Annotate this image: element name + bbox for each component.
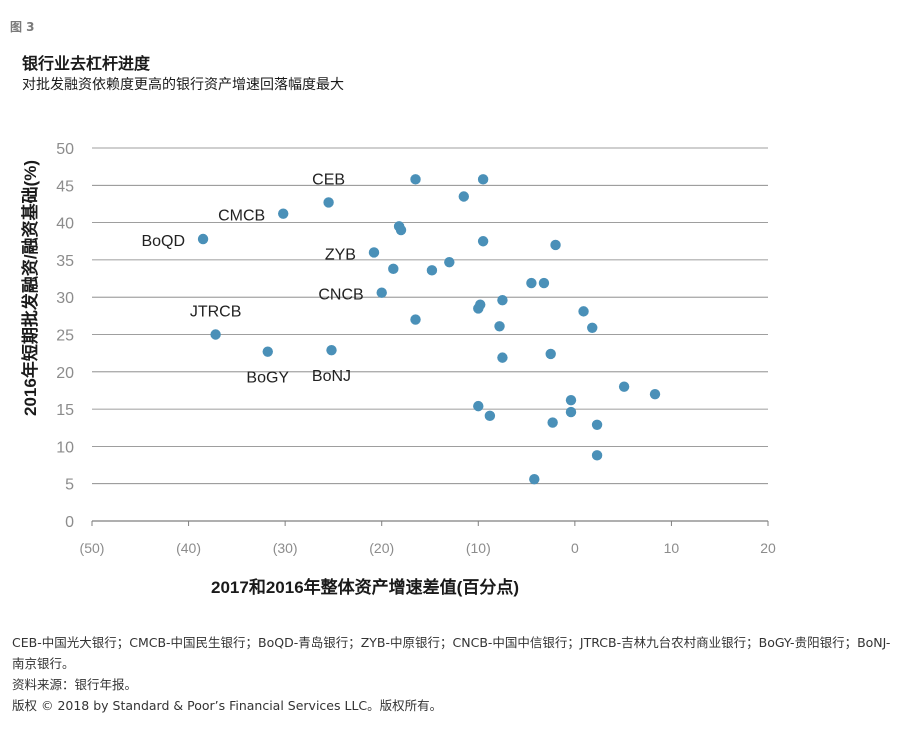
y-tick-label: 0 xyxy=(65,514,74,531)
data-point xyxy=(529,474,540,485)
chart-subtitle: 对批发融资依赖度更高的银行资产增速回落幅度最大 xyxy=(22,77,344,93)
x-tick-label: (20) xyxy=(369,540,394,556)
x-tick-labels: (50) (40) (30) (20) (10) 0 10 20 xyxy=(80,540,776,556)
point-label-boqd: BoQD xyxy=(141,233,185,250)
y-tick-label: 30 xyxy=(56,290,74,307)
x-axis-title: 2017和2016年整体资产增速差值(百分点) xyxy=(211,577,519,597)
x-tick-label: 10 xyxy=(664,540,680,556)
x-tick-label: (10) xyxy=(466,540,491,556)
data-point xyxy=(368,247,380,258)
data-point xyxy=(578,306,589,317)
y-tick-label: 20 xyxy=(56,365,74,382)
footnotes: CEB-中国光大银行；CMCB-中国民生银行；BoQD-青岛银行；ZYB-中原银… xyxy=(12,632,892,716)
scatter-chart: 0 5 10 15 20 25 30 35 40 45 50 (50) (40) (30) (20) (10… xyxy=(20,141,776,597)
data-point xyxy=(376,287,387,298)
x-tick-label: (40) xyxy=(176,540,201,556)
data-point xyxy=(278,208,289,219)
copyright-note: 版权 © 2018 by Standard & Poor’s Financial… xyxy=(12,698,443,713)
data-point xyxy=(410,314,421,325)
data-point xyxy=(547,417,558,428)
data-point xyxy=(197,233,209,245)
data-points xyxy=(197,174,661,485)
data-point xyxy=(545,348,556,360)
point-label-zyb: ZYB xyxy=(325,246,356,263)
figure-label: 图 3 xyxy=(10,20,35,34)
data-point xyxy=(591,450,603,461)
data-point xyxy=(262,346,273,357)
y-tick-label: 45 xyxy=(56,178,74,195)
data-point xyxy=(550,239,561,251)
y-tick-labels: 0 5 10 15 20 25 30 35 40 45 50 xyxy=(56,141,74,531)
data-point xyxy=(395,224,407,236)
x-tick-label: (30) xyxy=(273,540,298,556)
data-point xyxy=(494,321,505,332)
y-tick-label: 50 xyxy=(56,141,74,158)
data-point xyxy=(473,303,484,314)
data-point xyxy=(587,322,598,333)
x-tick-label: 0 xyxy=(571,540,579,556)
data-point xyxy=(484,410,496,422)
data-point xyxy=(565,406,577,418)
gridlines xyxy=(91,147,769,526)
data-point xyxy=(388,263,399,275)
data-point xyxy=(526,277,537,289)
y-tick-label: 5 xyxy=(65,477,74,494)
point-label-cncb: CNCB xyxy=(318,287,363,304)
point-label-cmcb: CMCB xyxy=(218,208,265,225)
data-point xyxy=(497,352,508,363)
y-axis-title: 2016年短期批发融资/融资基础(%) xyxy=(20,160,40,416)
x-tick-label: (50) xyxy=(80,540,105,556)
data-point xyxy=(410,174,421,185)
data-point xyxy=(477,174,489,185)
chart-title: 银行业去杠杆进度 xyxy=(22,54,151,73)
y-tick-label: 35 xyxy=(56,253,74,270)
data-point xyxy=(473,400,484,412)
data-point xyxy=(426,265,438,276)
data-point xyxy=(497,294,508,306)
data-point xyxy=(538,277,550,289)
x-tick-label: 20 xyxy=(760,540,776,556)
y-tick-label: 10 xyxy=(56,439,74,456)
y-tick-label: 15 xyxy=(56,402,74,419)
data-point xyxy=(323,197,334,208)
data-point xyxy=(591,419,603,430)
point-labels: BoQD CMCB JTRCB BoGY BoNJ CEB ZYB CNCB xyxy=(141,171,363,386)
abbreviation-note: CEB-中国光大银行；CMCB-中国民生银行；BoQD-青岛银行；ZYB-中原银… xyxy=(12,635,891,671)
y-tick-label: 25 xyxy=(56,328,74,345)
data-point xyxy=(210,329,221,340)
data-point xyxy=(477,236,489,247)
point-label-jtrcb: JTRCB xyxy=(190,304,242,321)
data-point xyxy=(326,344,337,356)
y-tick-label: 40 xyxy=(56,216,74,233)
data-point xyxy=(444,256,455,268)
data-point xyxy=(618,381,630,392)
data-point xyxy=(458,191,469,202)
source-note: 资料来源：银行年报。 xyxy=(12,677,138,692)
data-point xyxy=(565,394,577,406)
point-label-bogy: BoGY xyxy=(246,370,289,387)
point-label-bonj: BoNJ xyxy=(312,368,351,385)
point-label-ceb: CEB xyxy=(312,171,345,188)
data-point xyxy=(649,388,661,400)
